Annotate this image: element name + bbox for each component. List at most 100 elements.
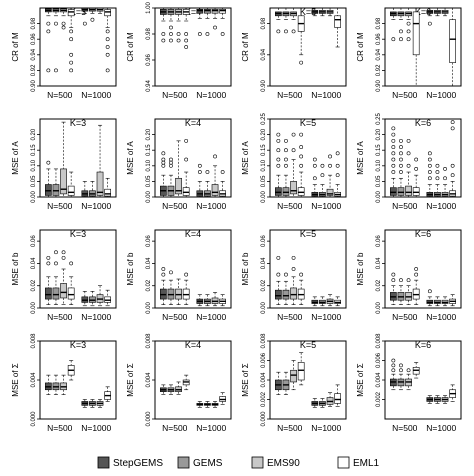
box: [334, 15, 341, 28]
outlier-point: [391, 37, 396, 42]
outlier-point: [320, 163, 325, 168]
y-tick-label: 0.006: [261, 352, 267, 368]
outlier-point: [284, 138, 288, 143]
panel-title: K=5: [300, 229, 316, 239]
y-axis-label: CR of M: [241, 32, 250, 62]
outlier-point: [69, 29, 74, 34]
y-tick-label: 0.004: [376, 372, 382, 388]
outlier-point: [399, 37, 403, 42]
outlier-point: [197, 163, 202, 168]
outlier-point: [406, 151, 411, 156]
outlier-point: [391, 157, 396, 162]
outlier-point: [184, 45, 189, 49]
y-tick-label: 0.00: [31, 302, 37, 314]
outlier-point: [299, 132, 304, 137]
plot-frame: [39, 118, 117, 198]
outlier-point: [435, 170, 440, 174]
y-tick-label: 0.002: [261, 391, 267, 407]
outlier-point: [197, 32, 202, 36]
y-axis-label: MSE of A: [356, 141, 365, 175]
outlier-point: [406, 278, 411, 283]
outlier-point: [291, 255, 296, 260]
outlier-point: [46, 68, 51, 73]
y-axis-label: MSE of b: [356, 252, 365, 285]
outlier-point: [391, 363, 396, 368]
x-group-label: N=1000: [196, 423, 226, 433]
x-group-label: N=500: [392, 423, 418, 433]
box: [211, 184, 219, 196]
y-tick-label: 0.92: [376, 64, 382, 76]
panel: K=6 0.00 0.05 0.10 0.15 0.20 0.25 MSE of A N=500…: [356, 113, 462, 211]
outlier-point: [391, 145, 396, 149]
outlier-point: [184, 38, 189, 43]
outlier-point: [161, 163, 166, 168]
x-group-label: N=500: [162, 90, 188, 100]
box: [60, 168, 67, 195]
outlier-point: [312, 176, 317, 181]
box: [104, 9, 111, 17]
panel: K=6 0.90 0.92 0.94 0.96 0.98 CR of M N=500 N=100…: [356, 7, 462, 100]
y-tick-label: 0.10: [31, 159, 37, 171]
outlier-point: [427, 170, 432, 174]
outlier-point: [184, 272, 189, 277]
x-group-label: N=500: [162, 423, 188, 433]
outlier-point: [82, 21, 87, 26]
panel-title: K=3: [70, 118, 86, 128]
legend-swatch: [251, 456, 264, 469]
outlier-point: [406, 138, 411, 143]
outlier-point: [414, 267, 419, 271]
y-tick-label: 0.15: [261, 144, 267, 156]
plot-frame: [384, 118, 462, 198]
y-tick-label: 0.94: [31, 48, 37, 60]
outlier-point: [399, 145, 403, 149]
y-tick-label: 0.25: [261, 113, 267, 125]
outlier-point: [291, 148, 296, 153]
outlier-point: [427, 151, 432, 156]
outlier-point: [213, 154, 217, 159]
y-tick-label: 0.98: [261, 17, 267, 29]
outlier-point: [169, 32, 173, 36]
y-axis-label: MSE of A: [11, 141, 20, 175]
x-group-label: N=500: [392, 90, 418, 100]
outlier-point: [220, 170, 225, 174]
outlier-point: [391, 368, 396, 373]
y-tick-label: 0.008: [376, 333, 382, 349]
outlier-point: [276, 132, 281, 137]
outlier-point: [406, 29, 411, 34]
y-tick-label: 0.25: [376, 113, 382, 125]
y-tick-label: 0.98: [146, 28, 152, 40]
x-group-label: N=500: [47, 90, 73, 100]
x-group-label: N=500: [277, 90, 303, 100]
panel-title: K=3: [70, 7, 86, 17]
plot-frame: [269, 118, 347, 198]
outlier-point: [291, 132, 296, 137]
y-tick-label: 0.00: [31, 191, 37, 203]
outlier-point: [54, 250, 58, 255]
box: [412, 11, 420, 56]
x-group-label: N=1000: [311, 201, 341, 211]
y-tick-label: 0.15: [146, 144, 152, 156]
x-group-label: N=500: [47, 201, 73, 211]
y-tick-label: 0.10: [261, 159, 267, 171]
outlier-point: [399, 163, 403, 168]
outlier-point: [105, 52, 110, 57]
y-tick-label: 0.008: [261, 333, 267, 349]
box: [390, 187, 397, 196]
outlier-point: [414, 272, 419, 277]
panel: K=3 0.90 0.92 0.94 0.96 0.98 CR of M N=500 N=100…: [11, 7, 117, 100]
outlier-point: [61, 21, 66, 26]
panel-title: K=6: [415, 340, 431, 350]
outlier-point: [284, 163, 288, 168]
box: [297, 362, 305, 381]
box: [290, 287, 297, 300]
outlier-point: [414, 157, 419, 162]
outlier-point: [276, 163, 281, 168]
y-tick-label: 0.06: [261, 235, 267, 247]
outlier-point: [406, 21, 411, 26]
panel: K=3 0.00 0.05 0.10 0.15 0.20 MSE of A N=500 N=10…: [11, 118, 117, 211]
panel: K=6 0.002 0.004 0.006 0.008 MSE of Σ N=500 N=10…: [356, 333, 462, 433]
outlier-point: [284, 29, 288, 34]
outlier-point: [443, 176, 447, 181]
y-tick-label: 0.00: [146, 302, 152, 314]
